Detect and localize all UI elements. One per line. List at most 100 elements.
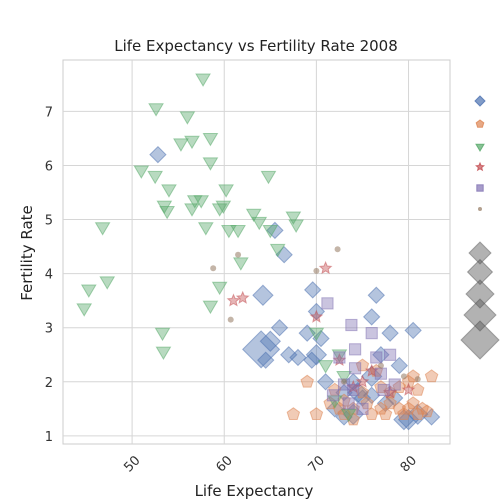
data-point-circle xyxy=(227,316,234,323)
data-point-diamond xyxy=(312,329,330,348)
data-point-triangle-down xyxy=(173,138,189,152)
data-point-pentagon xyxy=(397,407,411,420)
data-point-triangle-down xyxy=(154,327,171,342)
data-point-square xyxy=(370,351,383,364)
data-point-triangle-down xyxy=(245,208,262,223)
data-point-diamond xyxy=(252,284,274,306)
data-point-pentagon xyxy=(392,380,407,393)
data-point-star xyxy=(401,382,416,396)
y-tick-label: 6 xyxy=(45,159,53,174)
data-point-triangle-down xyxy=(308,327,325,342)
data-point-pentagon xyxy=(383,396,397,410)
legend-marker-square xyxy=(476,184,484,192)
y-axis-label: Fertility Rate xyxy=(18,205,36,301)
y-tick-label: 4 xyxy=(45,268,53,283)
data-point-star xyxy=(364,363,379,377)
data-point-circle xyxy=(235,251,242,258)
data-point-triangle-down xyxy=(336,370,352,385)
y-tick-label: 5 xyxy=(45,214,53,229)
y-tick-label: 3 xyxy=(45,322,53,337)
x-tick-label: 70 xyxy=(306,453,328,475)
data-point-diamond xyxy=(397,408,420,431)
legend-size-marker xyxy=(466,258,494,286)
data-point-triangle-down xyxy=(211,281,228,296)
data-point-pentagon xyxy=(355,385,370,399)
data-point-triangle-down xyxy=(285,211,302,225)
data-point-diamond xyxy=(390,356,409,375)
data-point-triangle-down xyxy=(260,170,277,185)
data-point-triangle-down xyxy=(211,203,228,217)
data-point-square xyxy=(347,383,360,397)
data-point-square xyxy=(388,378,401,391)
data-point-pentagon xyxy=(286,407,301,420)
data-point-circle xyxy=(400,373,407,380)
legend-size-marker xyxy=(465,279,495,309)
data-point-diamond xyxy=(270,319,289,337)
y-tick-label: 1 xyxy=(45,430,53,445)
x-tick-labels: 50 60 70 80 xyxy=(121,453,420,475)
data-point-star xyxy=(226,293,241,307)
gridlines xyxy=(63,60,450,444)
data-point-circle xyxy=(341,378,348,385)
data-point-triangle-down xyxy=(76,303,93,317)
data-point-pentagon xyxy=(378,407,393,420)
data-point-circle xyxy=(210,265,217,272)
data-point-triangle-down xyxy=(159,206,175,220)
plot-area xyxy=(62,59,451,445)
data-point-diamond xyxy=(362,308,381,326)
data-point-diamond xyxy=(259,330,282,352)
data-point-triangle-down xyxy=(197,222,214,236)
data-point-diamond xyxy=(242,330,281,369)
data-point-pentagon xyxy=(424,369,439,383)
data-point-square xyxy=(356,402,369,415)
legend-size-marker xyxy=(460,320,500,360)
data-point-triangle-down xyxy=(269,243,286,258)
data-point-circle xyxy=(377,362,384,369)
data-point-triangle-down xyxy=(232,257,249,271)
plot-frame xyxy=(62,59,451,445)
data-point-triangle-down xyxy=(230,224,246,239)
data-point-circle xyxy=(414,376,421,383)
data-point-circle xyxy=(334,246,341,253)
data-point-diamond xyxy=(381,324,399,342)
y-tick-labels: 1 2 3 4 5 6 7 xyxy=(45,105,53,445)
data-point-triangle-down xyxy=(202,133,219,147)
data-point-triangle-down xyxy=(202,157,219,171)
data-point-square xyxy=(345,318,358,332)
data-point-diamond xyxy=(275,245,293,264)
data-point-triangle-down xyxy=(262,224,279,239)
legend-marker-triangle-down xyxy=(475,143,485,152)
data-point-triangle-down xyxy=(80,284,97,298)
data-point-triangle-down xyxy=(184,135,200,150)
legend-marker-circle xyxy=(478,207,482,211)
data-point-triangle-down xyxy=(179,111,196,125)
data-point-triangle-down xyxy=(133,165,150,179)
data-point-square xyxy=(374,367,387,380)
data-point-square xyxy=(333,351,346,364)
data-point-triangle-down xyxy=(195,73,211,87)
chart-title: Life Expectancy vs Fertility Rate 2008 xyxy=(114,37,398,55)
data-point-square xyxy=(365,327,378,340)
legend-size-marker xyxy=(468,241,492,265)
data-point-pentagon xyxy=(420,404,434,418)
data-point-triangle-down xyxy=(94,222,111,236)
data-point-square xyxy=(342,397,355,410)
data-point-star xyxy=(383,385,398,399)
y-tick-label: 7 xyxy=(45,105,53,120)
x-tick-label: 60 xyxy=(213,453,235,475)
data-point-triangle-down xyxy=(161,184,177,198)
data-points xyxy=(76,73,441,431)
data-point-diamond xyxy=(298,324,316,342)
data-point-diamond xyxy=(407,403,429,425)
x-tick-label: 80 xyxy=(398,453,420,475)
data-point-diamond xyxy=(280,346,298,364)
data-point-pentagon xyxy=(309,407,324,420)
data-point-diamond xyxy=(305,344,328,366)
data-point-star xyxy=(346,379,361,394)
data-point-triangle-down xyxy=(148,103,164,117)
data-point-circle xyxy=(313,267,320,274)
data-point-triangle-down xyxy=(202,300,219,315)
data-point-triangle-down xyxy=(184,203,200,217)
data-point-diamond xyxy=(149,145,167,164)
data-point-diamond xyxy=(257,351,275,369)
